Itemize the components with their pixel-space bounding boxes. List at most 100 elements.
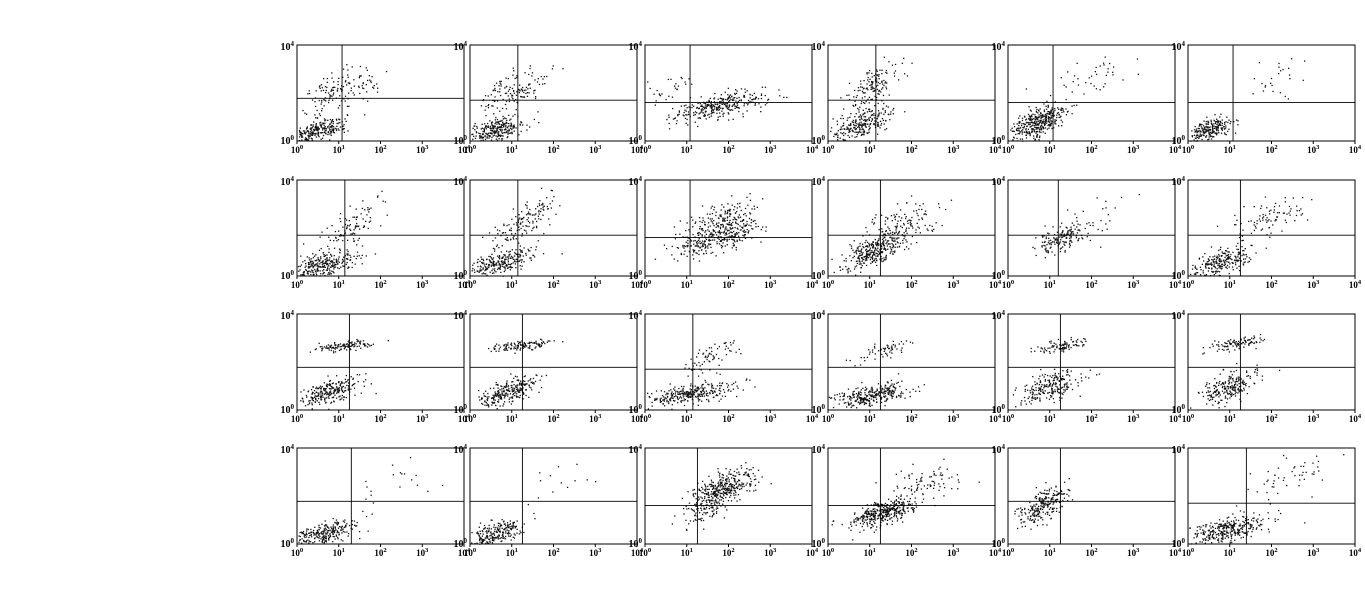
data-point [1037,126,1039,129]
data-point [351,341,353,343]
data-point [304,260,306,262]
data-point [735,249,737,251]
data-point [310,263,313,265]
data-point [680,252,682,255]
data-point [868,249,871,251]
data-point [498,396,500,398]
data-point [305,265,307,267]
data-point [724,234,726,236]
data-point [301,136,304,138]
data-point [494,391,496,393]
data-point [1104,83,1106,85]
data-point [513,255,516,257]
data-point [303,389,305,391]
data-point [733,97,735,99]
data-point [475,135,477,137]
data-point [735,106,738,108]
data-point [1199,133,1201,135]
data-point [320,273,322,275]
data-point [873,75,875,77]
data-point [354,227,356,229]
data-point [728,209,731,211]
data-point [328,349,330,351]
data-point [751,99,753,101]
data-point [1070,228,1072,230]
data-point [499,256,501,258]
data-point [845,257,847,260]
data-point [368,75,370,77]
data-point [486,136,488,138]
data-point [523,216,525,219]
data-point [478,271,480,273]
data-point [1027,113,1030,116]
data-point [858,257,860,260]
data-point [331,88,333,91]
data-point [334,390,336,392]
data-point [1212,130,1214,132]
data-point [674,117,676,119]
data-point [734,105,736,107]
data-point [491,270,493,272]
data-point [1284,95,1286,98]
data-point [1195,267,1197,269]
data-point [731,204,733,206]
data-point [495,135,497,137]
data-point [698,107,701,110]
data-point [701,221,703,224]
data-point [375,392,377,395]
data-point [494,125,496,128]
data-point [903,248,906,251]
data-point [352,238,355,240]
data-point [510,227,512,229]
data-point [319,395,321,397]
data-point [497,260,499,262]
data-point [1050,117,1053,119]
data-point [364,209,366,211]
data-point [1273,211,1275,213]
data-point [344,347,346,349]
data-point [488,266,490,269]
data-point [529,250,531,252]
data-point [1289,78,1291,80]
x-tick-label: 104 [1349,144,1362,155]
data-point [488,232,491,234]
data-point [502,263,504,265]
data-point [868,125,870,127]
data-point [1220,132,1223,134]
data-point [905,229,907,231]
data-points [647,76,788,130]
data-point [505,117,507,120]
data-point [653,93,655,95]
data-point [718,230,721,232]
data-point [733,236,735,238]
data-point [1072,233,1075,235]
data-point [731,224,733,226]
data-point [337,87,339,90]
data-point [317,127,319,129]
data-point [744,212,746,215]
data-point [322,270,324,272]
data-point [319,87,321,89]
data-point [864,116,867,118]
data-point [499,266,501,268]
x-tick-label: 104 [631,279,644,290]
data-points [471,187,563,277]
data-point [709,218,712,220]
data-point [301,136,303,138]
data-point [333,268,335,270]
data-point [331,264,333,267]
data-point [733,244,735,246]
data-point [528,92,530,94]
data-point [696,107,698,109]
data-point [1047,242,1049,244]
data-point [489,127,491,129]
data-point [1061,231,1064,234]
data-point [1041,114,1043,117]
data-point [683,111,685,114]
data-point [501,245,503,247]
data-point [1062,107,1064,110]
data-point [534,79,536,81]
data-point [323,118,326,120]
data-point [385,70,388,73]
data-point [362,82,364,84]
